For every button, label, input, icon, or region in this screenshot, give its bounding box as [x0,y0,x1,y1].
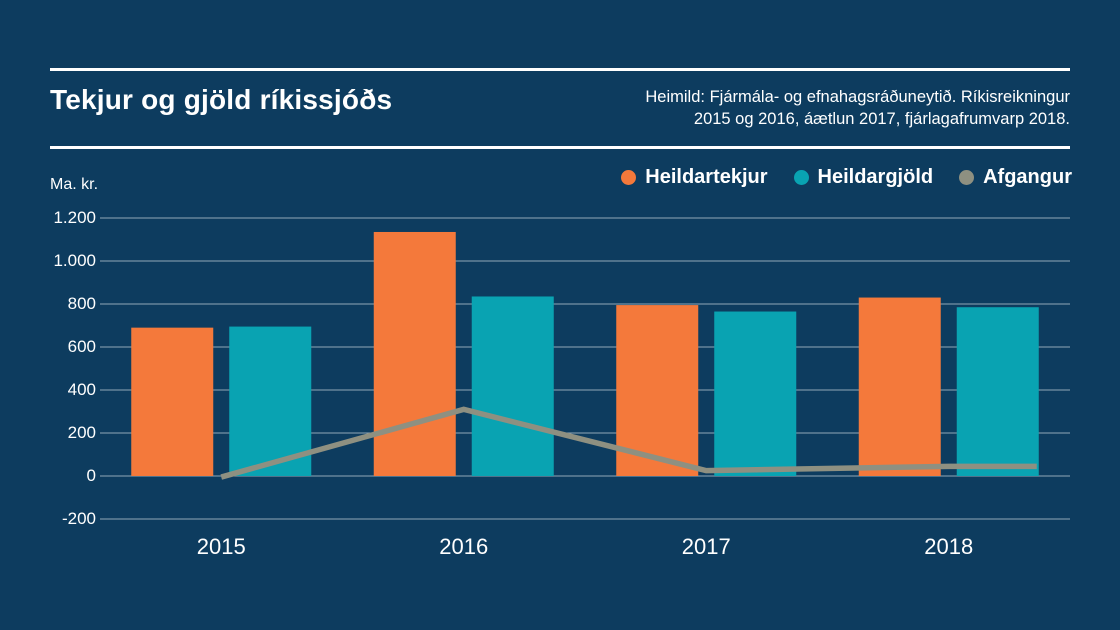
legend-item-heildargjöld: Heildargjöld [793,166,934,189]
y-tick-label-600: 600 [67,337,96,356]
y-tick-label-200: 200 [67,423,96,442]
x-tick-label-2015: 2015 [196,534,246,559]
legend-item-heildartekjur: Heildartekjur [621,166,768,189]
afgangur-line [220,406,1037,480]
legend-label: Heildartekjur [645,166,768,188]
top-rule [50,68,1070,71]
y-tick-label-400: 400 [67,380,96,399]
header-rule [50,146,1070,149]
chart-plot [100,217,1070,520]
source-note: Heimild: Fjármála- og efnahagsráðuneytið… [645,87,1070,131]
y-tick-label-0: 0 [86,466,96,485]
legend-label: Heildargjöld [817,166,934,188]
bar-heildartekjur-2016 [373,231,456,476]
source-line-1: Heimild: Fjármála- og efnahagsráðuneytið… [645,88,1070,106]
axis-unit-label: Ma. kr. [50,176,99,193]
x-tick-label-2017: 2017 [681,534,731,559]
bar-heildargjöld-2016 [471,296,554,476]
legend-item-afgangur: Afgangur [959,166,1072,189]
bar-heildargjöld-2017 [714,311,797,476]
x-tick-label-2018: 2018 [924,534,974,559]
y-tick-label--200: -200 [61,509,96,528]
bar-heildartekjur-2017 [616,305,699,476]
y-tick-label-800: 800 [67,294,96,313]
bar-heildartekjur-2018 [858,297,941,476]
legend-dot-icon [959,170,975,185]
page-title: Tekjur og gjöld ríkissjóðs [50,84,393,115]
bar-heildartekjur-2015 [131,327,214,476]
bar-heildargjöld-2018 [956,307,1039,476]
y-tick-label-1000: 1.000 [53,251,96,270]
source-line-2: 2015 og 2016, áætlun 2017, fjárlagafrumv… [693,109,1070,128]
y-tick-label-1200: 1.200 [53,208,96,227]
bar-heildargjöld-2015 [229,326,312,476]
x-tick-label-2016: 2016 [439,534,489,559]
legend: Heildartekjur Heildargjöld Afgangur [621,166,1072,189]
legend-label: Afgangur [983,166,1072,188]
legend-dot-icon [621,170,637,185]
legend-dot-icon [793,170,809,185]
